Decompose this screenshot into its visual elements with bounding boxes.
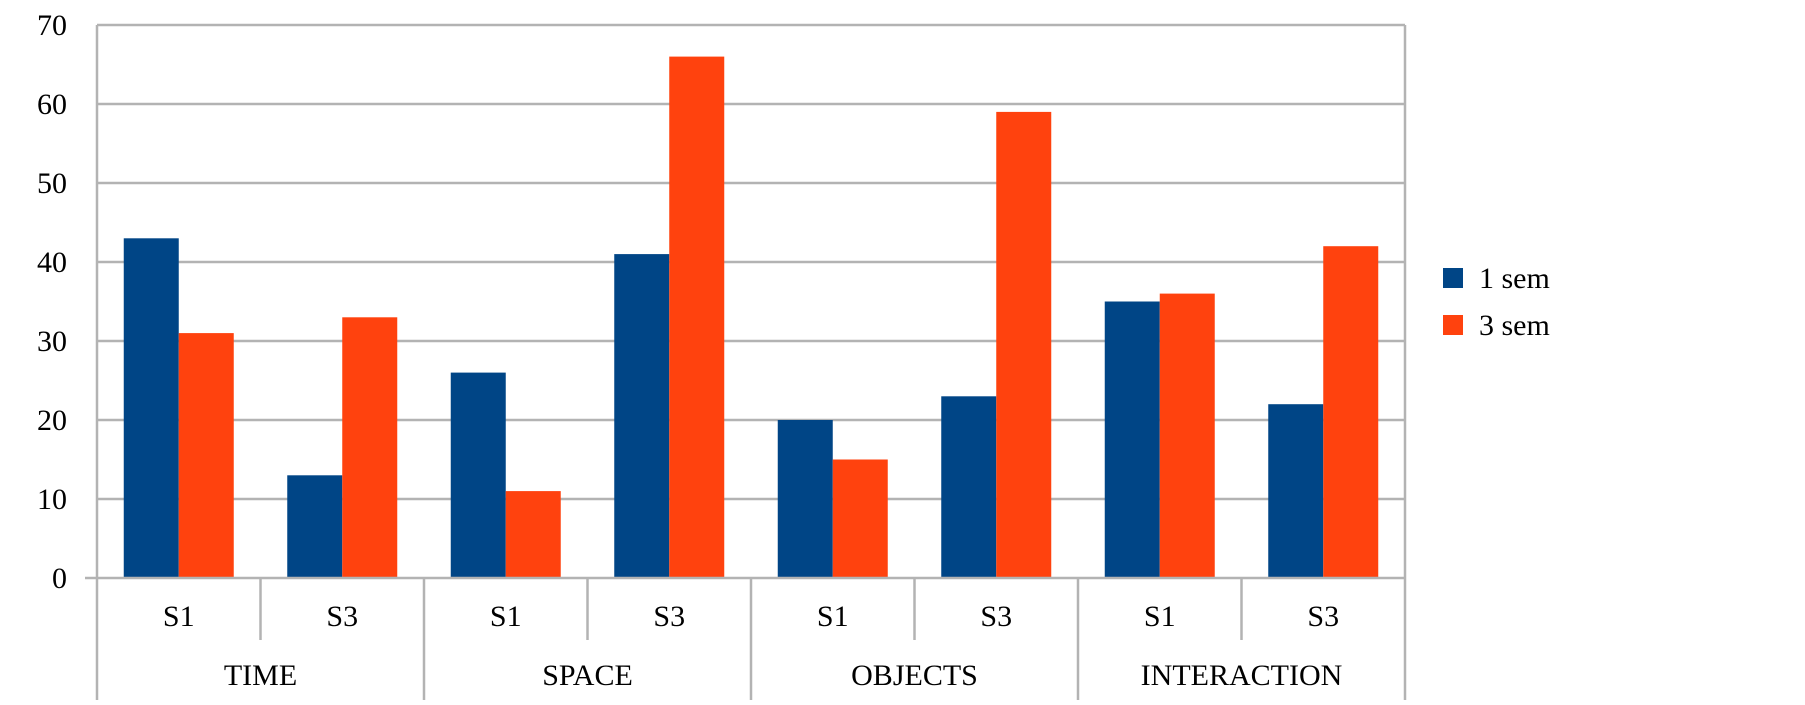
y-tick-label: 40 (37, 246, 67, 279)
bar-3-sem-4 (832, 459, 888, 578)
bar-3-sem-6 (1159, 293, 1215, 578)
legend-swatch-3-sem (1443, 315, 1463, 335)
y-tick-label: 70 (37, 9, 67, 42)
bar-1-sem-5 (941, 396, 997, 578)
bar-1-sem-0 (123, 238, 179, 579)
y-tick-label: 20 (37, 404, 67, 437)
x-tick-label: S3 (653, 600, 685, 633)
bar-3-sem-7 (1323, 246, 1379, 578)
y-tick-label: 30 (37, 325, 67, 358)
x-tick-label: S3 (980, 600, 1012, 633)
group-label: TIME (224, 659, 297, 692)
legend-label: 3 sem (1479, 309, 1550, 342)
y-tick-label: 0 (52, 562, 67, 595)
bar-3-sem-0 (178, 333, 234, 578)
group-label: OBJECTS (851, 659, 978, 692)
x-tick-label: S1 (1144, 600, 1176, 633)
bar-3-sem-3 (669, 56, 725, 579)
gridlines (97, 23, 1405, 501)
x-tick-label: S1 (817, 600, 849, 633)
x-tick-label: S1 (163, 600, 195, 633)
legend-label: 1 sem (1479, 262, 1550, 295)
bar-1-sem-3 (614, 254, 670, 578)
bar-1-sem-7 (1268, 404, 1324, 578)
bar-1-sem-6 (1104, 301, 1160, 578)
bar-1-sem-4 (777, 420, 833, 578)
group-label: INTERACTION (1141, 659, 1343, 692)
y-tick-label: 60 (37, 88, 67, 121)
group-label: SPACE (542, 659, 633, 692)
legend: 1 sem 3 sem (1443, 262, 1550, 342)
bar-1-sem-2 (450, 372, 506, 578)
labels: 0 10 20 30 40 50 60 70 S1 S3 S1 S3 S1 S3 S1 S3 TIME SPACE… (37, 9, 1342, 692)
bar-1-sem-1 (287, 475, 343, 578)
x-tick-label: S3 (1307, 600, 1339, 633)
bar-3-sem-2 (505, 491, 561, 578)
bar-3-sem-1 (342, 317, 398, 578)
y-tick-label: 50 (37, 167, 67, 200)
x-tick-label: S3 (326, 600, 358, 633)
bar-3-sem-5 (996, 111, 1052, 579)
y-tick-label: 10 (37, 483, 67, 516)
axes (85, 25, 1407, 700)
legend-swatch-1-sem (1443, 268, 1463, 288)
x-tick-label: S1 (490, 600, 522, 633)
bars (123, 56, 1379, 579)
